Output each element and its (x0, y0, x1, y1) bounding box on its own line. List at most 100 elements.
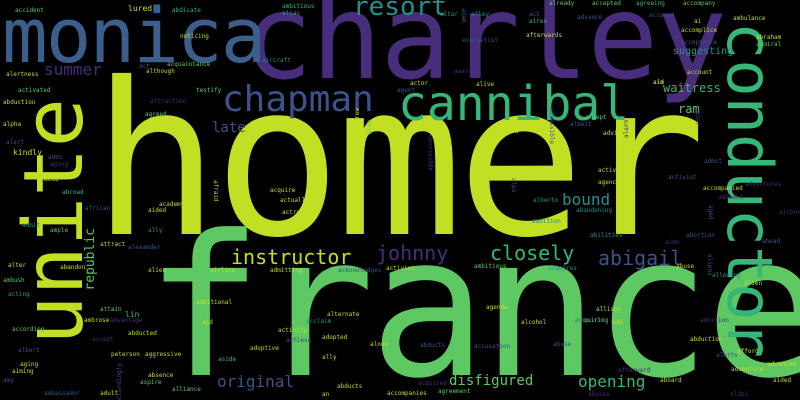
word-abuses: abuses (588, 391, 610, 398)
word-altar: altar (440, 11, 459, 18)
word-also: also (366, 120, 373, 135)
word-bound: bound (562, 190, 611, 209)
word-abigail: abigail (598, 246, 683, 270)
word-aids: aided (148, 207, 167, 214)
word-amy: amy (3, 377, 14, 384)
word-admitting: admitting (270, 267, 303, 274)
word-ambitious-top: ambitious (282, 3, 315, 10)
word-aircrew: aircrew (354, 108, 361, 134)
word-original: original (217, 372, 295, 391)
word-accessible: accessible (548, 108, 555, 145)
word-awards: awards (454, 68, 476, 75)
word-address: adds (48, 154, 63, 161)
word-adopted: adopted (322, 334, 348, 341)
word-ambitions: ambition (532, 218, 561, 225)
word-ahead: ahead (762, 238, 781, 245)
word-abroad: abroad (62, 189, 84, 196)
word-aims: aims (665, 239, 680, 246)
word-aged: aged (707, 205, 714, 220)
word-summer: summer (44, 60, 102, 79)
word-adult: adult (100, 390, 119, 397)
word-allowing: allowing (712, 272, 741, 279)
word-aircraft: aircraft (262, 57, 291, 64)
word-act: act (529, 11, 540, 18)
word-able: ample (50, 227, 69, 234)
word-aggressive: aggressive (145, 351, 182, 358)
word-agreement: agreement (438, 388, 471, 395)
word-accepts: accept (585, 114, 607, 121)
word-ambush: ambush (3, 277, 25, 284)
word-actually: actually (280, 197, 309, 204)
word-actress: actress (282, 209, 308, 216)
word-attract: attract (100, 241, 126, 248)
word-afford: afford (737, 348, 759, 355)
word-alexander: alexander (128, 244, 161, 251)
word-lured: lured (128, 4, 153, 13)
word-acknowledges: acknowledges (338, 267, 382, 274)
word-activity2: activist (598, 167, 627, 174)
word-alcohol: alcohol (521, 319, 547, 326)
word-airtight: airline (210, 267, 236, 274)
word-abuse2: abuse (676, 263, 695, 270)
word-accusation: accusation (474, 343, 511, 350)
word-alerts: alerts (716, 352, 738, 359)
word-monica: monica (2, 0, 267, 80)
word-abandon: abandon (60, 264, 86, 271)
word-advantage: advantage (110, 317, 143, 324)
word-agreed: agreed (145, 111, 167, 118)
word-abducted: abducted (128, 330, 157, 337)
word-airborne: airborne (779, 209, 800, 216)
word-alias: alias (282, 10, 301, 17)
word-agreeing: agreeing (636, 0, 665, 7)
word-abdominal: abandoning (576, 207, 613, 214)
word-disfigured: disfigured (449, 373, 534, 389)
word-assert: alert (6, 139, 25, 146)
word-admit2: admit (704, 158, 723, 165)
word-accounts: accounts (575, 317, 604, 324)
word-acting: acting (8, 291, 30, 298)
word-albert: albert (18, 347, 40, 354)
word-aliens: aliens (706, 254, 713, 276)
word-alter: alter (8, 262, 27, 269)
word-ambrose2: ambition (700, 317, 729, 324)
word-according: according (12, 326, 45, 333)
word-amber: amber (694, 108, 701, 127)
word-advance: advance (577, 14, 603, 21)
word-chapman: chapman (222, 79, 374, 120)
word-abilities: abilities (590, 232, 623, 239)
word-afraid: afraid (212, 180, 219, 202)
word-ambient2: alarm (623, 120, 630, 139)
word-ambulance: ambulance (733, 15, 766, 22)
word-advanced: advanced (767, 361, 796, 368)
word-ambrose: ambrose (84, 317, 110, 324)
word-ai: ai (694, 18, 702, 25)
word-attraction: attraction (150, 98, 187, 105)
word-reel: ace (57, 218, 68, 225)
word-lin: lin (125, 310, 140, 319)
word-activist: activist (668, 174, 697, 181)
word-adoptive: adoptive (250, 345, 279, 352)
word-actor: actor (410, 80, 429, 87)
word-abdicate: abdicate (172, 7, 201, 14)
word-agent: agent (397, 87, 416, 94)
word-aime: aim (653, 79, 664, 86)
word-acceptance-bottom: aspire (140, 379, 162, 386)
word-alley: alley (471, 11, 490, 18)
word-abdicate2: abandoned (486, 128, 519, 135)
word-an: an (322, 391, 330, 398)
word-cannibal: cannibal (398, 76, 630, 132)
word-afterwards: afterwards (526, 32, 563, 39)
word-anterline: alertness (6, 71, 39, 78)
word-accompanied: accompanied (703, 185, 743, 192)
word-add: add (612, 319, 623, 326)
word-late: late (212, 120, 246, 136)
word-noticing: noticing (180, 33, 209, 40)
word-instructor: instructor (231, 245, 352, 269)
word-already: already (549, 0, 575, 7)
word-achieve: achieve (286, 337, 312, 344)
word-although: although (146, 68, 175, 75)
word-attain: attain (100, 306, 122, 313)
word-admit: admit (22, 222, 41, 229)
word-ambitious: ambitious (474, 263, 507, 270)
word-aided: aided (773, 377, 792, 384)
